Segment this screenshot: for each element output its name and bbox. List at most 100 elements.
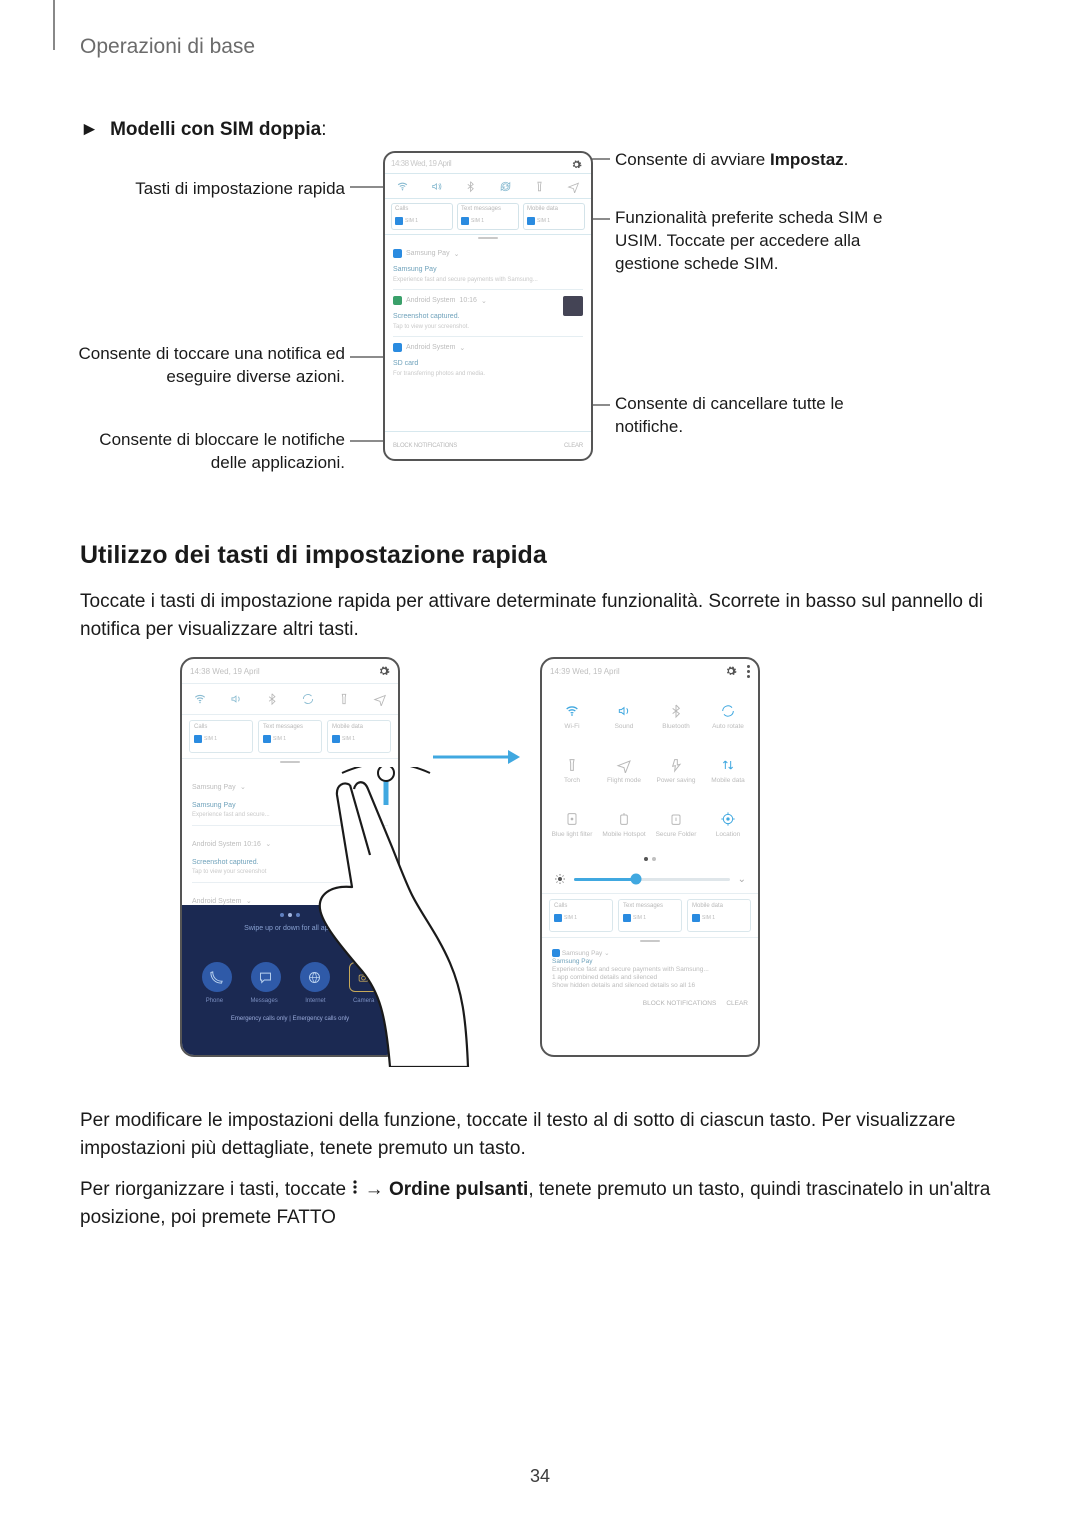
qs-torch[interactable]: Torch [546, 743, 598, 797]
block-notifications-button[interactable]: BLOCK NOTIFICATIONS [393, 443, 457, 449]
clear-all-button[interactable]: CLEAR [564, 443, 583, 449]
qs-label: Wi-Fi [564, 723, 579, 730]
qs-sound[interactable] [419, 174, 453, 198]
torch-icon [337, 692, 351, 706]
sim-label: Text messages [461, 206, 515, 212]
sim-data[interactable]: Mobile dataSIM 1 [327, 720, 391, 753]
sim-label: Mobile data [527, 206, 581, 212]
qs-wifi[interactable] [182, 684, 218, 714]
sim-sub: SIM 1 [342, 736, 355, 742]
chevron-down-icon[interactable]: ⌄ [738, 874, 746, 885]
section-title-qs: Utilizzo dei tasti di impostazione rapid… [80, 541, 1000, 570]
qs-torch[interactable] [326, 684, 362, 714]
qs-rotate[interactable] [290, 684, 326, 714]
callout-preferred-sim: Funzionalità preferite scheda SIM e USIM… [615, 207, 915, 276]
qs-bt[interactable]: Bluetooth [650, 689, 702, 743]
qs-rotate[interactable] [488, 174, 522, 198]
qs-torch[interactable] [522, 174, 556, 198]
hotspot-icon [616, 811, 632, 827]
callout-block-notifications: Consente di bloccare le notifiche delle … [90, 429, 345, 475]
callout-line: Consente di avviare [615, 150, 770, 169]
notif-sub: Tap to view your screenshot [192, 869, 388, 875]
qs-wifi[interactable] [385, 174, 419, 198]
quick-settings-row [385, 173, 591, 199]
callout-line: Funzionalità preferite scheda SIM e [615, 208, 882, 227]
more-options-icon[interactable] [747, 665, 750, 678]
notif-app: Android System [406, 344, 455, 351]
sim-label: Text messages [623, 903, 677, 909]
qs-sound[interactable] [218, 684, 254, 714]
qs-wifi[interactable]: Wi-Fi [546, 689, 598, 743]
app-camera[interactable] [349, 962, 379, 992]
sim-texts[interactable]: Text messages SIM 1 [618, 899, 682, 932]
sim-sub: SIM 1 [471, 218, 484, 224]
app-icon [393, 249, 402, 258]
gear-icon[interactable] [725, 665, 737, 677]
chevron-down-icon: ⌄ [481, 297, 487, 305]
chevron-down-icon: ⌄ [459, 344, 465, 352]
sim-calls[interactable]: CallsSIM 1 [391, 203, 453, 230]
sim-calls[interactable]: Calls SIM 1 [189, 720, 253, 753]
notif-app: Samsung Pay [562, 950, 602, 957]
notification-item[interactable]: Android System10:16⌄ Screenshot captured… [393, 289, 583, 336]
qs-label: Power saving [656, 777, 695, 784]
preferred-sim-row[interactable]: Calls SIM 1 Text messagesSIM 1 Mobile dat… [182, 715, 398, 759]
app-phone[interactable] [202, 962, 232, 992]
sim-texts[interactable]: Text messagesSIM 1 [258, 720, 322, 753]
gear-icon[interactable] [378, 665, 390, 677]
sim-calls[interactable]: CallsSIM 1 [549, 899, 613, 932]
preferred-sim-row[interactable]: CallsSIM 1 Text messages SIM 1 Mobile dat… [542, 894, 758, 938]
app-label: Camera [353, 998, 374, 1004]
notification-item[interactable]: Samsung Pay ⌄ Samsung Pay Experience fas… [542, 942, 758, 996]
callout-line: Consente di toccare una notifica ed [78, 344, 345, 363]
notification-item[interactable]: Android System⌄ SD card For transferring… [393, 336, 583, 383]
sim-sub: SIM 1 [204, 736, 217, 742]
sim-sub: SIM 1 [633, 915, 646, 921]
clear-all-button[interactable]: CLEAR [726, 1000, 748, 1007]
callout-line: gestione schede SIM. [615, 254, 778, 273]
qs-rotate[interactable]: Auto rotate [702, 689, 754, 743]
sim-chip-icon [527, 217, 535, 225]
gear-icon[interactable] [571, 159, 582, 170]
block-notifications-button[interactable]: BLOCK NOTIFICATIONS [643, 1000, 717, 1007]
qs-plane[interactable] [557, 174, 591, 198]
qs-bluetooth[interactable] [254, 684, 290, 714]
notif-sub: 1 app combined details and silenced [552, 974, 748, 981]
app-messages[interactable] [251, 962, 281, 992]
notif-sub: Tap to view your screenshot. [393, 324, 583, 330]
qs-data[interactable]: Mobile data [702, 743, 754, 797]
sim-sub: SIM 1 [537, 218, 550, 224]
notification-item[interactable]: Samsung Pay⌄ Samsung Pay Experience fast… [393, 243, 583, 289]
sim-label: Calls [194, 724, 248, 730]
qs-power[interactable]: Power saving [650, 743, 702, 797]
camera-icon [356, 970, 371, 985]
brightness-slider[interactable]: ⌄ [542, 865, 758, 894]
sim-texts[interactable]: Text messages SIM 1 [457, 203, 519, 230]
sim-chip-icon [194, 735, 202, 743]
qs-sound[interactable]: Sound [598, 689, 650, 743]
status-time: 14:38 Wed, 19 April [190, 667, 260, 676]
sim-chip-icon [623, 914, 631, 922]
chevron-down-icon: ⌄ [240, 784, 246, 791]
qs-bluetooth[interactable] [454, 174, 488, 198]
sim-data[interactable]: Mobile dataSIM 1 [687, 899, 751, 932]
callout-line: Consente di cancellare tutte le [615, 394, 844, 413]
sim-data[interactable]: Mobile data SIM 1 [523, 203, 585, 230]
qs-plane[interactable] [362, 684, 398, 714]
data-icon [720, 757, 736, 773]
arrow-text: → [359, 1179, 389, 1200]
slider-track[interactable] [574, 878, 730, 881]
qs-hotspot[interactable]: Mobile Hotspot [598, 797, 650, 851]
pager-dot [652, 857, 656, 861]
qs-secure[interactable]: Secure Folder [650, 797, 702, 851]
qs-location[interactable]: Location [702, 797, 754, 851]
app-internet[interactable] [300, 962, 330, 992]
settings-gear-area [561, 153, 591, 175]
preferred-sim-row[interactable]: CallsSIM 1 Text messages SIM 1 Mobile dat… [385, 199, 591, 235]
sim-sub: SIM 1 [273, 736, 286, 742]
qs-plane[interactable]: Flight mode [598, 743, 650, 797]
notification-item[interactable]: Samsung Pay ⌄ Samsung Pay Experience fas… [192, 769, 388, 825]
notification-item[interactable]: Android System 10:16 ⌄ Screenshot captur… [192, 825, 388, 882]
slider-thumb[interactable] [631, 874, 642, 885]
qs-blf[interactable]: Blue light filter [546, 797, 598, 851]
